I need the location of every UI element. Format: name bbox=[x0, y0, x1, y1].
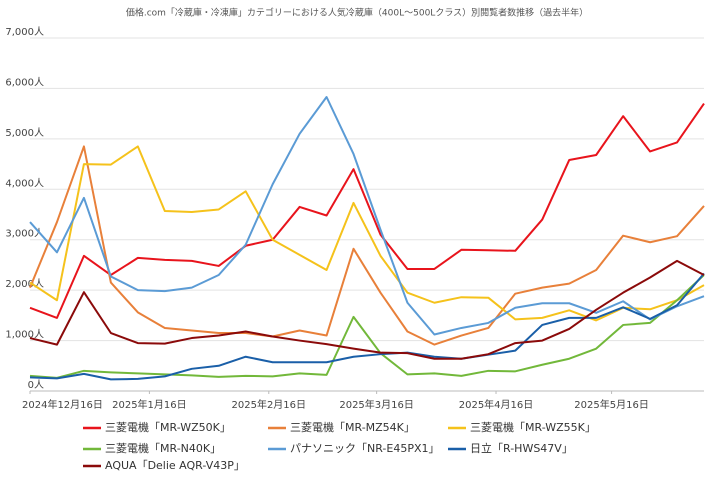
y-tick-label: 6,000人 bbox=[5, 76, 44, 88]
y-tick-label: 5,000人 bbox=[5, 127, 44, 139]
legend-label: AQUA「Delie AQR-V43P」 bbox=[105, 459, 245, 472]
series-line bbox=[29, 145, 705, 322]
y-tick-label: 0人 bbox=[28, 379, 44, 391]
y-tick-label: 1,000人 bbox=[5, 329, 44, 341]
series-line bbox=[29, 145, 705, 346]
legend-label: 三菱電機「MR-N40K」 bbox=[105, 441, 221, 455]
chart-title: 価格.com「冷蔵庫・冷凍庫」カテゴリーにおける人気冷蔵庫（400L〜500Lク… bbox=[126, 7, 588, 19]
series-line bbox=[29, 274, 705, 379]
legend-label: 三菱電機「MR-MZ54K」 bbox=[290, 420, 415, 434]
x-tick-label: 2025年2月16日 bbox=[232, 398, 307, 411]
x-tick-label: 2025年1月16日 bbox=[112, 398, 187, 411]
y-tick-label: 3,000人 bbox=[5, 228, 44, 240]
x-tick-label: 2025年4月16日 bbox=[459, 398, 534, 411]
legend-label: パナソニック「NR-E45PX1」 bbox=[290, 442, 440, 455]
series-line bbox=[29, 272, 705, 381]
legend-label: 日立「R-HWS47V」 bbox=[470, 441, 573, 455]
y-tick-label: 4,000人 bbox=[5, 177, 44, 189]
legend-label: 三菱電機「MR-WZ55K」 bbox=[470, 420, 596, 434]
x-tick-label: 2025年5月16日 bbox=[574, 398, 649, 411]
series-line bbox=[29, 259, 705, 360]
legend-label: 三菱電機「MR-WZ50K」 bbox=[105, 420, 231, 434]
series-line bbox=[29, 96, 705, 336]
x-tick-label: 2025年3月16日 bbox=[339, 398, 414, 411]
x-tick-label: 2024年12月16日 bbox=[22, 398, 103, 411]
series-line bbox=[29, 102, 705, 319]
y-tick-label: 2,000人 bbox=[5, 278, 44, 290]
y-tick-label: 7,000人 bbox=[5, 26, 44, 38]
